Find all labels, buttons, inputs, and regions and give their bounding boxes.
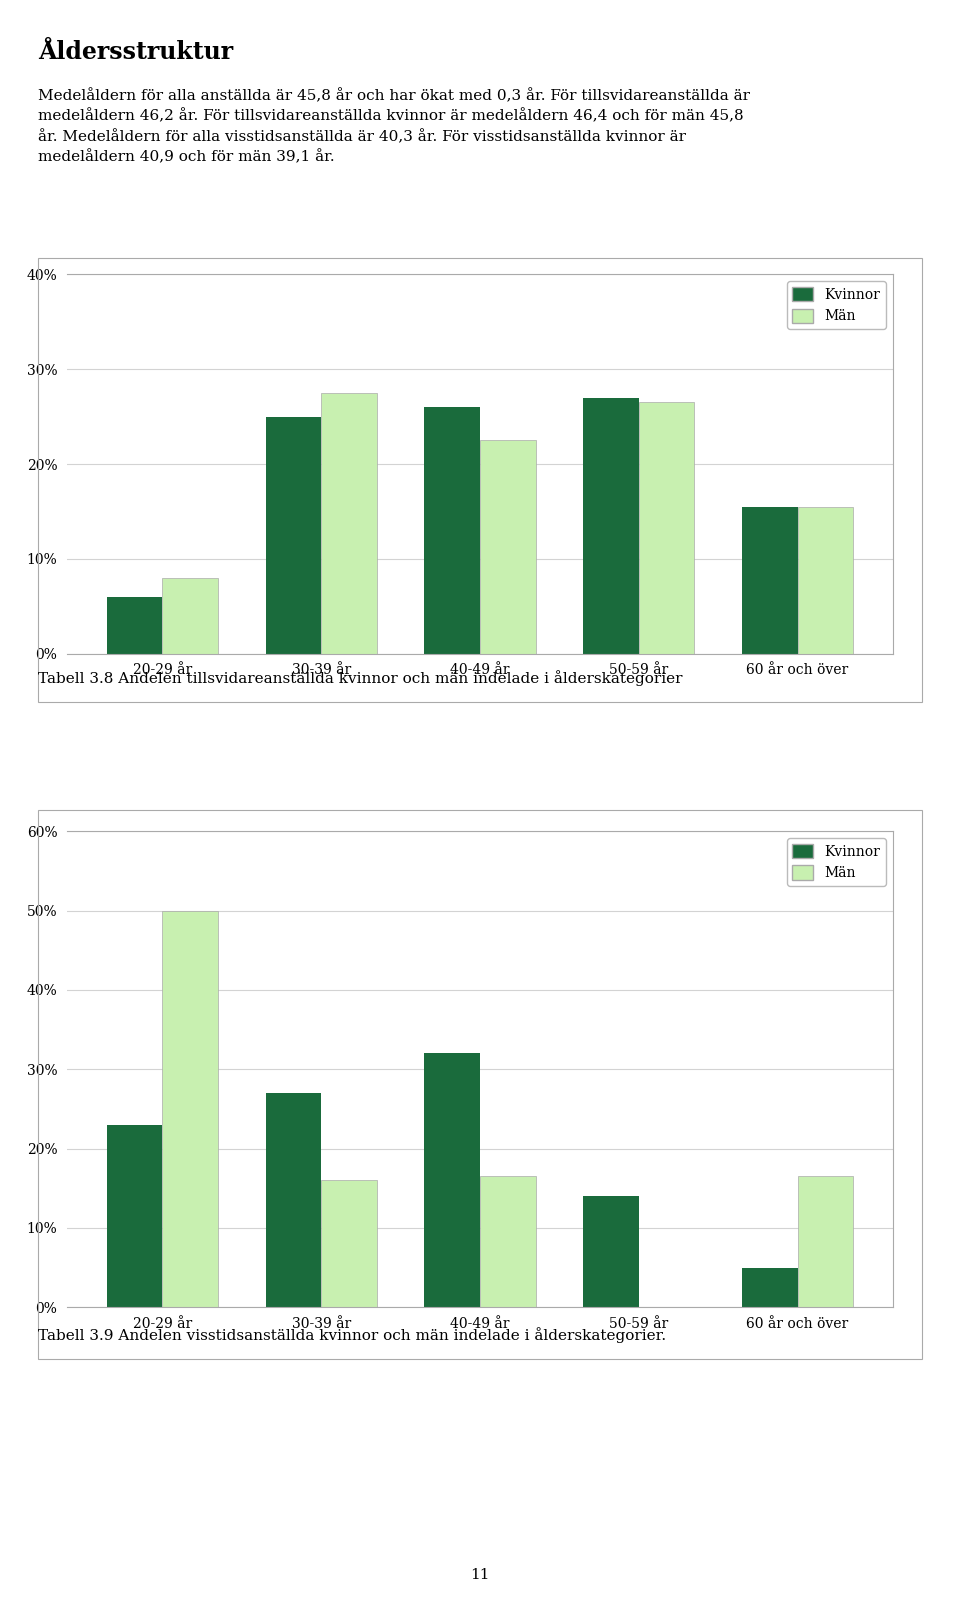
Legend: Kvinnor, Män: Kvinnor, Män bbox=[787, 838, 886, 886]
Legend: Kvinnor, Män: Kvinnor, Män bbox=[787, 281, 886, 329]
Bar bbox=[424, 1054, 480, 1307]
Bar bbox=[798, 507, 853, 654]
Bar bbox=[162, 910, 218, 1307]
Bar bbox=[480, 441, 536, 654]
Text: Tabell 3.9 Andelen visstidsanställda kvinnor och män indelade i ålderskategorier: Tabell 3.9 Andelen visstidsanställda kvi… bbox=[38, 1327, 666, 1343]
Text: Medelåldern för alla anställda är 45,8 år och har ökat med 0,3 år. För tillsvida: Medelåldern för alla anställda är 45,8 å… bbox=[38, 89, 751, 165]
Bar bbox=[266, 1093, 322, 1307]
Text: Åldersstruktur: Åldersstruktur bbox=[38, 40, 233, 65]
Bar bbox=[584, 1196, 638, 1307]
Bar bbox=[742, 1267, 798, 1307]
Bar bbox=[480, 1177, 536, 1307]
Bar bbox=[638, 402, 694, 654]
Bar bbox=[798, 1177, 853, 1307]
Bar bbox=[742, 507, 798, 654]
Bar bbox=[266, 416, 322, 654]
Bar bbox=[162, 578, 218, 654]
Bar bbox=[584, 397, 638, 654]
Text: 11: 11 bbox=[470, 1567, 490, 1582]
Bar bbox=[322, 392, 376, 654]
Bar bbox=[107, 597, 162, 654]
Bar bbox=[107, 1125, 162, 1307]
Bar bbox=[322, 1180, 376, 1307]
Text: Tabell 3.8 Andelen tillsvidareanställda kvinnor och män indelade i ålderskategor: Tabell 3.8 Andelen tillsvidareanställda … bbox=[38, 670, 683, 686]
Bar bbox=[424, 407, 480, 654]
